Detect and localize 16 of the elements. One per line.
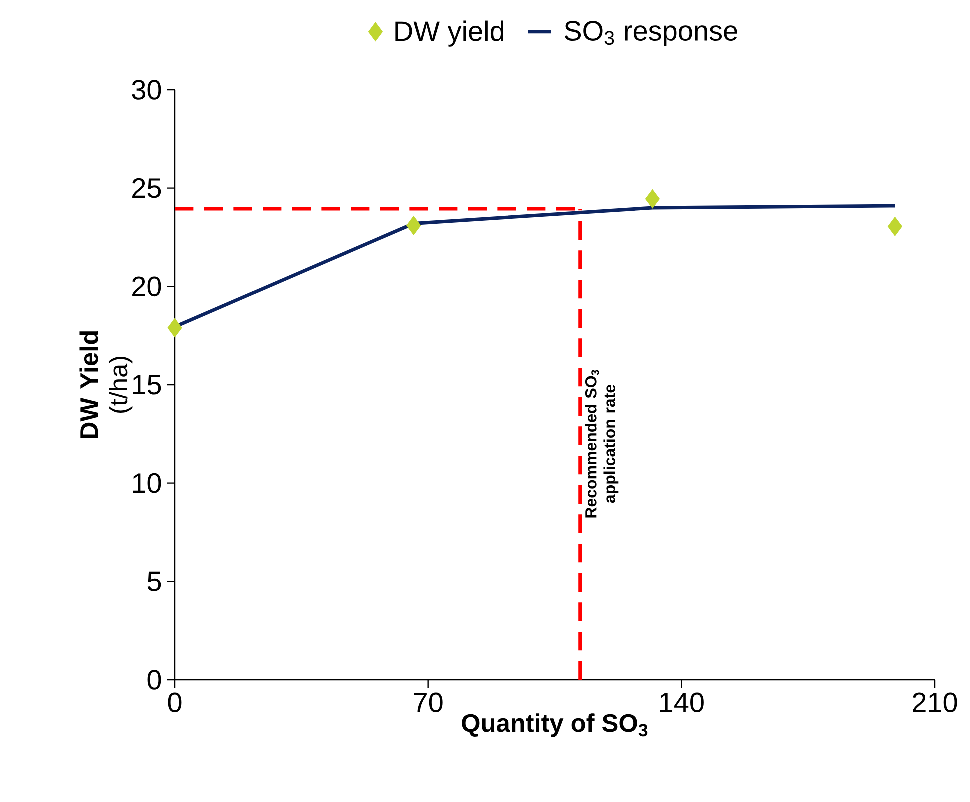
y-tick-label: 0 <box>148 670 162 690</box>
x-axis-title: Quantity of SO$_{3}$ <box>462 714 648 738</box>
x-tick-label: 210 <box>913 692 958 713</box>
annotation: Recommended SO$_{3}$ application rate <box>585 370 619 518</box>
y-tick-label: 15 <box>133 375 162 395</box>
legend-label: SO$_{3}$ response <box>564 21 738 47</box>
y-tick-label: 30 <box>132 80 162 100</box>
legend-label: DW yield <box>396 20 504 47</box>
x-tick-label: 70 <box>414 692 443 713</box>
y-tick-label: 10 <box>133 473 162 494</box>
y-tick-label: 25 <box>132 178 162 198</box>
y-tick-label: 5 <box>148 572 162 592</box>
y-tick-label: 20 <box>132 276 162 297</box>
x-tick-label: 140 <box>660 692 704 713</box>
y-axis-title: DW Yield (t/ha) <box>80 332 133 438</box>
x-tick-label: 0 <box>168 692 182 713</box>
